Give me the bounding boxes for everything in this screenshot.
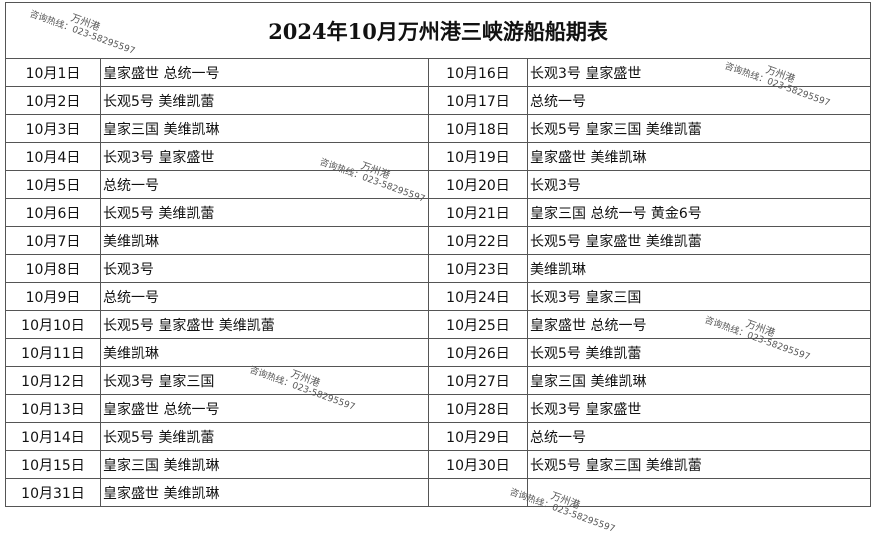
date-cell: 10月25日 [428,310,528,339]
ships-cell: 长观5号 美维凯蕾 [100,86,429,115]
table-row: 10月8日 长观3号 10月23日 美维凯琳 [5,254,872,283]
date-cell: 10月21日 [428,198,528,227]
table-row: 10月6日 长观5号 美维凯蕾 10月21日 皇家三国 总统一号 黄金6号 [5,198,872,227]
ships-cell: 长观3号 皇家盛世 [526,394,872,423]
date-cell: 10月8日 [5,254,101,283]
ships-cell: 长观5号 皇家盛世 美维凯蕾 [526,226,872,255]
date-cell: 10月30日 [428,450,528,479]
ships-cell: 长观3号 [526,170,872,199]
date-cell: 10月28日 [428,394,528,423]
date-cell: 10月3日 [5,114,101,143]
table-row: 10月12日 长观3号 皇家三国 10月27日 皇家三国 美维凯琳 [5,366,872,395]
date-cell: 10月16日 [428,58,528,87]
date-cell: 10月23日 [428,254,528,283]
date-cell: 10月1日 [5,58,101,87]
ships-cell: 长观3号 皇家三国 [100,366,429,395]
ships-cell: 长观5号 美维凯蕾 [526,338,872,367]
schedule-table: 2024年10月万州港三峡游船船期表 10月1日 皇家盛世 总统一号 10月16日长… [4,2,872,507]
ships-cell: 长观3号 皇家三国 [526,282,872,311]
table-row: 10月15日 皇家三国 美维凯琳 10月30日 长观5号 皇家三国 美维凯蕾 [5,450,872,479]
title-row: 2024年10月万州港三峡游船船期表 [4,2,872,59]
date-cell: 10月5日 [5,170,101,199]
ships-cell: 美维凯琳 [100,338,429,367]
table-row: 10月3日 皇家三国 美维凯琳 10月18日 长观5号 皇家三国 美维凯蕾 [5,114,872,143]
table-row: 10月11日 美维凯琳 10月26日 长观5号 美维凯蕾 [5,338,872,367]
date-cell: 10月17日 [428,86,528,115]
ships-cell: 长观5号 美维凯蕾 [100,198,429,227]
ships-cell: 皇家盛世 总统一号 [526,310,872,339]
table-row: 10月13日 皇家盛世 总统一号 10月28日 长观3号 皇家盛世 [5,394,872,423]
date-cell: 10月27日 [428,366,528,395]
date-cell: 10月19日 [428,142,528,171]
ships-cell [526,478,872,507]
date-cell: 10月4日 [5,142,101,171]
date-cell: 10月18日 [428,114,528,143]
table-row: 10月10日 长观5号 皇家盛世 美维凯蕾 10月25日 皇家盛世 总统一号 [5,310,872,339]
ships-cell: 皇家盛世 美维凯琳 [526,142,872,171]
ships-cell: 皇家三国 美维凯琳 [100,114,429,143]
ships-cell: 总统一号 [526,86,872,115]
ships-cell: 总统一号 [526,422,872,451]
date-cell: 10月22日 [428,226,528,255]
table-row: 10月1日 皇家盛世 总统一号 10月16日 长观3号 皇家盛世 [5,58,872,87]
ships-cell: 长观3号 皇家盛世 [526,58,872,87]
ships-cell: 总统一号 [100,170,429,199]
date-cell: 10月29日 [428,422,528,451]
ships-cell: 皇家三国 美维凯琳 [526,366,872,395]
table-row: 10月14日 长观5号 美维凯蕾 10月29日 总统一号 [5,422,872,451]
table-row: 10月2日 长观5号 美维凯蕾 10月17日 总统一号 [5,86,872,115]
ships-cell: 美维凯琳 [526,254,872,283]
date-cell: 10月12日 [5,366,101,395]
ships-cell: 皇家盛世 总统一号 [100,58,429,87]
date-cell: 10月31日 [5,478,101,507]
table-row: 10月7日 美维凯琳 10月22日 长观5号 皇家盛世 美维凯蕾 [5,226,872,255]
table-row: 10月9日 总统一号 10月24日 长观3号 皇家三国 [5,282,872,311]
ships-cell: 长观5号 皇家盛世 美维凯蕾 [100,310,429,339]
date-cell: 10月24日 [428,282,528,311]
date-cell: 10月10日 [5,310,101,339]
date-cell: 10月26日 [428,338,528,367]
ships-cell: 美维凯琳 [100,226,429,255]
ships-cell: 皇家盛世 总统一号 [100,394,429,423]
ships-cell: 长观5号 皇家三国 美维凯蕾 [526,114,872,143]
page-title: 2024年10月万州港三峡游船船期表 [4,2,872,59]
date-cell: 10月13日 [5,394,101,423]
date-cell: 10月14日 [5,422,101,451]
ships-cell: 长观3号 [100,254,429,283]
ships-cell: 长观5号 美维凯蕾 [100,422,429,451]
table-row: 10月31日 皇家盛世 美维凯琳 [5,478,872,507]
date-cell: 10月2日 [5,86,101,115]
date-cell: 10月11日 [5,338,101,367]
date-cell: 10月7日 [5,226,101,255]
ships-cell: 皇家盛世 美维凯琳 [100,478,429,507]
date-cell: 10月15日 [5,450,101,479]
date-cell [428,478,528,507]
date-cell: 10月20日 [428,170,528,199]
ships-cell: 总统一号 [100,282,429,311]
table-row: 10月5日 总统一号 10月20日 长观3号 [5,170,872,199]
ships-cell: 皇家三国 总统一号 黄金6号 [526,198,872,227]
ships-cell: 皇家三国 美维凯琳 [100,450,429,479]
ships-cell: 长观3号 皇家盛世 [100,142,429,171]
table-row: 10月4日 长观3号 皇家盛世 10月19日 皇家盛世 美维凯琳 [5,142,872,171]
date-cell: 10月9日 [5,282,101,311]
ships-cell: 长观5号 皇家三国 美维凯蕾 [526,450,872,479]
date-cell: 10月6日 [5,198,101,227]
